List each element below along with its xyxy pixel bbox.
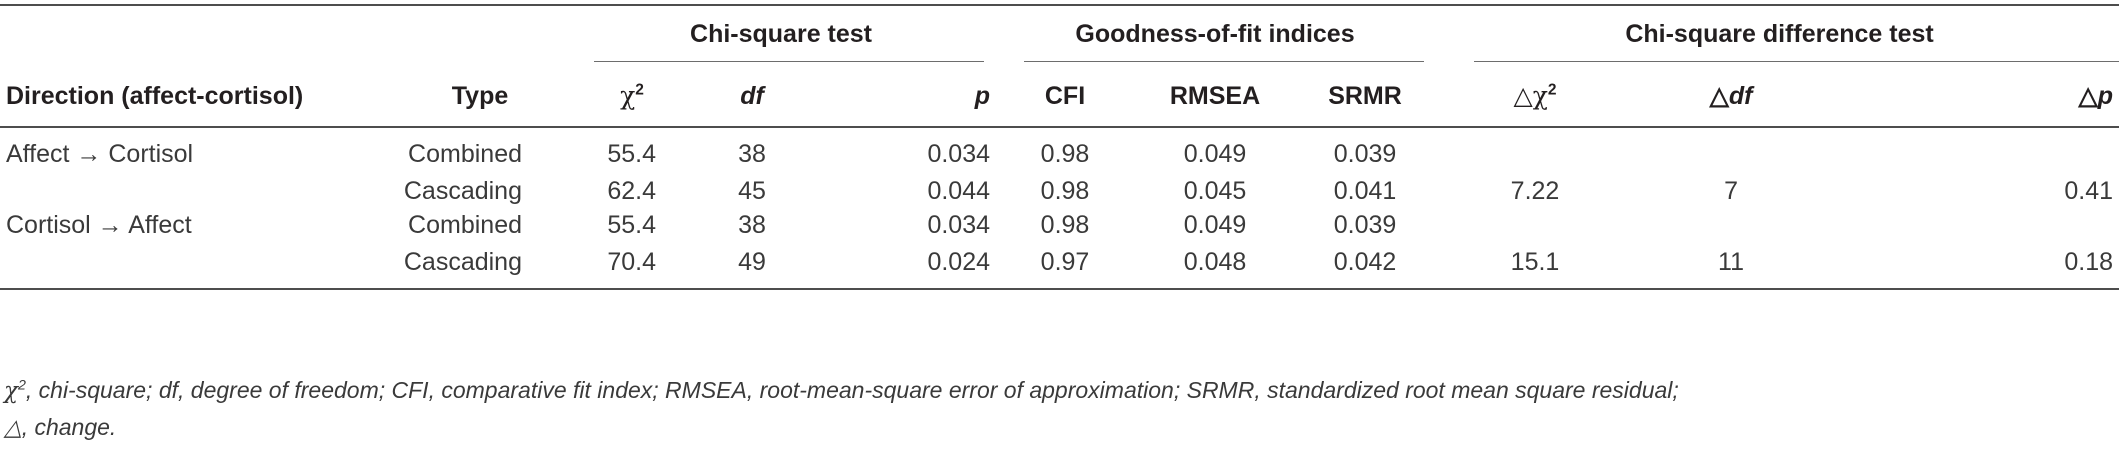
cell-delta-chi2: 7.22 xyxy=(1510,176,1560,205)
cell-rmsea: 0.045 xyxy=(1183,176,1247,205)
group-underline xyxy=(1474,61,2119,62)
cell-p: 0.024 xyxy=(812,242,991,290)
cell-direction xyxy=(0,242,388,290)
cell-delta-chi2 xyxy=(1440,208,1630,242)
group-underline xyxy=(594,61,985,62)
col-header-cfi: CFI xyxy=(990,62,1141,128)
cell-type: Combined xyxy=(408,139,522,168)
cell-cfi: 0.98 xyxy=(1040,176,1090,205)
cell-type: Cascading xyxy=(388,242,572,290)
delta-p-label: p xyxy=(2097,82,2114,110)
footnote-chi-superscript: 2 xyxy=(17,377,26,394)
group-header-chi-square-test: Chi-square test xyxy=(572,4,991,62)
cell-cfi: 0.97 xyxy=(990,242,1141,290)
footnote-line1: , chi-square; df, degree of freedom; CFI… xyxy=(25,377,1679,403)
cell-delta-chi2 xyxy=(1440,127,1630,174)
col-header-chi2: χ2 xyxy=(572,62,692,128)
cell-p: 0.034 xyxy=(927,210,991,239)
cell-delta-df: 7 xyxy=(1724,176,1738,205)
col-header-delta-p: △p xyxy=(1832,62,2119,128)
table-footnote: χ2, chi-square; df, degree of freedom; C… xyxy=(4,372,2114,445)
cell-type: Combined xyxy=(408,210,522,239)
cell-df: 49 xyxy=(692,242,812,290)
cell-srmr: 0.041 xyxy=(1333,176,1397,205)
cell-chi2: 55.4 xyxy=(607,139,656,168)
col-header-p: p xyxy=(812,62,991,128)
table-row: Cortisol → Affect Combined 55.4 38 0.034… xyxy=(0,208,2119,242)
col-header-delta-chi2: △χ2 xyxy=(1440,62,1631,128)
table-row: Affect → Cortisol Combined 55.4 38 0.034… xyxy=(0,127,2119,174)
cell-delta-p xyxy=(1832,208,2119,242)
cell-df: 45 xyxy=(738,176,766,205)
col-header-direction: Direction (affect-cortisol) xyxy=(0,62,388,128)
col-header-delta-df: △df xyxy=(1630,62,1833,128)
col-header-df: df xyxy=(692,62,812,128)
group-header-row: Chi-square test Goodness-of-fit indices … xyxy=(0,4,2119,62)
group-header-goodness-of-fit: Goodness-of-fit indices xyxy=(990,4,1441,62)
cell-srmr: 0.039 xyxy=(1333,139,1397,168)
cell-rmsea: 0.049 xyxy=(1183,210,1247,239)
cell-delta-p: 0.18 xyxy=(1832,242,2119,290)
column-header-row: Direction (affect-cortisol) Type χ2 df p… xyxy=(0,62,2119,128)
cell-srmr: 0.042 xyxy=(1290,242,1441,290)
cell-chi2: 70.4 xyxy=(572,242,692,290)
group-header-label: Goodness-of-fit indices xyxy=(1075,19,1355,48)
group-header-label: Chi-square test xyxy=(690,19,872,48)
chi-symbol: χ xyxy=(620,81,636,110)
cell-direction xyxy=(0,174,388,208)
footnote-line2: △, change. xyxy=(4,414,117,440)
cell-rmsea: 0.049 xyxy=(1183,139,1247,168)
cell-p: 0.044 xyxy=(927,176,991,205)
delta-icon: △ xyxy=(1709,82,1729,110)
group-header-chi-square-difference: Chi-square difference test xyxy=(1440,4,2119,62)
cell-type: Cascading xyxy=(403,176,522,205)
chi-superscript: 2 xyxy=(635,81,644,99)
group-header-label: Chi-square difference test xyxy=(1625,19,1934,48)
cell-delta-p: 0.41 xyxy=(2064,176,2114,205)
cell-p: 0.034 xyxy=(927,139,991,168)
cell-srmr: 0.039 xyxy=(1333,210,1397,239)
table-row: Cascading 70.4 49 0.024 0.97 0.048 0.042… xyxy=(0,242,2119,290)
delta-chi-superscript: 2 xyxy=(1547,81,1557,99)
cell-rmsea: 0.048 xyxy=(1140,242,1291,290)
delta-df-label: df xyxy=(1728,82,1753,110)
cell-df: 38 xyxy=(738,210,766,239)
cell-chi2: 55.4 xyxy=(607,210,656,239)
col-header-rmsea: RMSEA xyxy=(1140,62,1291,128)
cell-cfi: 0.98 xyxy=(1040,139,1090,168)
cell-delta-df xyxy=(1630,208,1832,242)
col-header-srmr: SRMR xyxy=(1290,62,1441,128)
cell-chi2: 62.4 xyxy=(607,176,656,205)
results-table: Chi-square test Goodness-of-fit indices … xyxy=(0,4,2119,290)
cell-direction: Cortisol → Affect xyxy=(6,210,192,239)
footnote-chi-symbol: χ xyxy=(4,378,18,404)
cell-delta-df xyxy=(1630,127,1832,174)
cell-delta-p xyxy=(1832,127,2119,174)
cell-df: 38 xyxy=(738,139,766,168)
group-underline xyxy=(1024,61,1425,62)
cell-delta-df: 11 xyxy=(1630,242,1833,290)
cell-cfi: 0.98 xyxy=(1040,210,1090,239)
table-row: Cascading 62.4 45 0.044 0.98 0.045 0.041… xyxy=(0,174,2119,208)
delta-chi-symbol: △χ xyxy=(1513,81,1548,110)
col-header-type: Type xyxy=(388,62,572,128)
cell-direction: Affect → Cortisol xyxy=(6,139,194,168)
cell-delta-chi2: 15.1 xyxy=(1440,242,1631,290)
delta-icon: △ xyxy=(2078,82,2098,110)
